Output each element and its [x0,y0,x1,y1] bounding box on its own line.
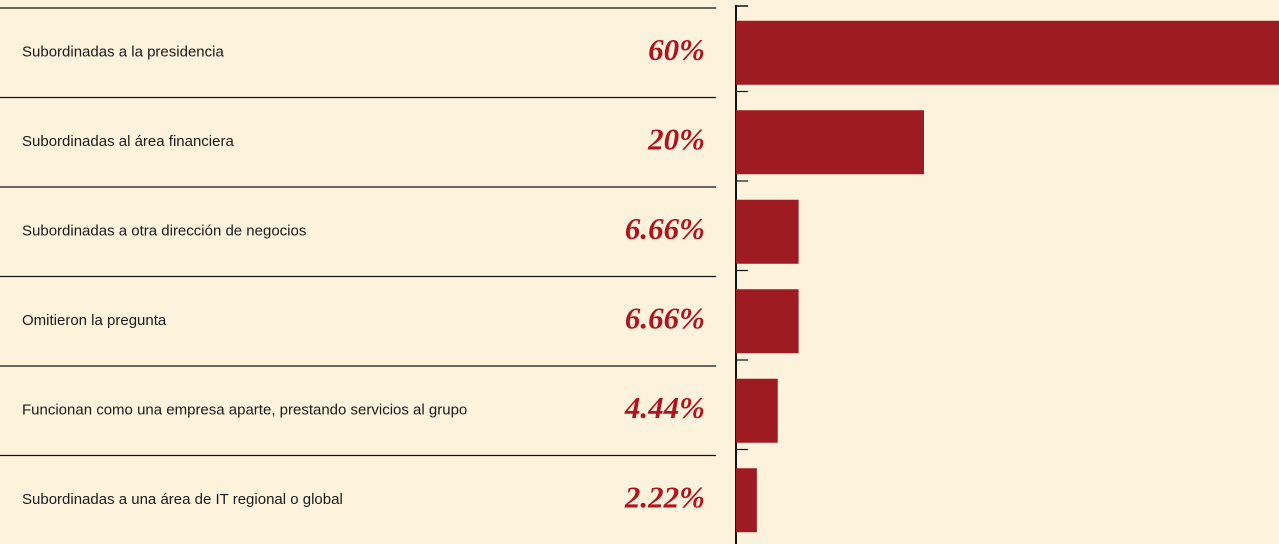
category-label: Omitieron la pregunta [22,312,167,329]
bar [736,110,924,175]
value-label: 2.22% [624,479,705,514]
category-label: Funcionan como una empresa aparte, prest… [22,402,467,419]
bar [736,468,757,533]
bar [736,199,799,264]
category-label: Subordinadas a una área de IT regional o… [22,491,343,508]
bar [736,378,778,443]
category-label: Subordinadas a la presidencia [22,44,224,61]
value-label: 6.66% [625,211,705,246]
value-label: 4.44% [624,390,705,425]
value-label: 60% [648,32,705,67]
value-label: 6.66% [625,300,705,335]
category-label: Subordinadas al área financiera [22,133,234,150]
bar [736,20,1279,85]
value-label: 20% [647,121,705,156]
category-label: Subordinadas a otra dirección de negocio… [22,223,306,240]
bar [736,289,799,354]
